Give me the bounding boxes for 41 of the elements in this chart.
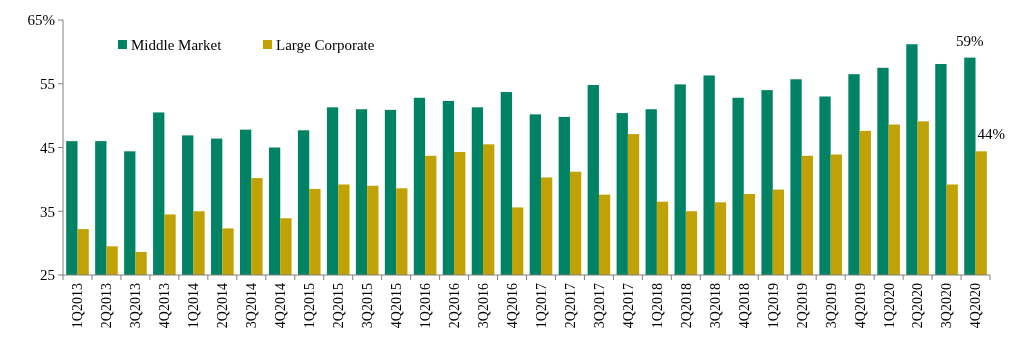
x-tick-label: 1Q2016 <box>418 283 434 329</box>
legend-label: Large Corporate <box>276 37 375 54</box>
x-tick-label: 4Q2016 <box>504 283 520 329</box>
x-tick-label: 3Q2013 <box>128 283 144 329</box>
x-tick-label: 1Q2014 <box>186 283 202 329</box>
x-tick-label: 1Q2013 <box>70 283 86 329</box>
legend-label: Middle Market <box>131 37 223 54</box>
y-tick-label: 45 <box>40 139 55 156</box>
x-tick-label: 1Q2017 <box>533 283 549 329</box>
x-tick-label: 3Q2015 <box>360 283 376 329</box>
y-tick-label: 55 <box>40 76 55 92</box>
x-tick-label: 2Q2016 <box>446 283 462 329</box>
x-tick-label: 3Q2016 <box>475 283 491 329</box>
x-tick-label: 3Q2019 <box>823 283 839 329</box>
x-tick-label: 2Q2019 <box>794 283 810 329</box>
x-tick-label: 4Q2015 <box>389 283 405 329</box>
x-tick-label: 2Q2017 <box>562 283 578 329</box>
x-tick-label: 4Q2017 <box>620 283 636 329</box>
x-tick-label: 4Q2019 <box>852 283 868 329</box>
x-tick-label: 2Q2020 <box>910 283 926 329</box>
x-tick-label: 3Q2018 <box>707 283 723 329</box>
x-tick-label: 4Q2013 <box>157 283 173 329</box>
x-tick-label: 3Q2014 <box>244 283 260 329</box>
y-tick-label: 35 <box>40 203 55 220</box>
x-tick-label: 4Q2018 <box>736 283 752 329</box>
x-tick-label: 2Q2014 <box>215 283 231 329</box>
x-tick-label: 1Q2015 <box>302 283 318 329</box>
x-tick-label: 2Q2018 <box>678 283 694 329</box>
x-tick-label: 4Q2014 <box>273 283 289 329</box>
y-tick-label: 25 <box>40 267 55 284</box>
x-tick-label: 4Q2020 <box>968 283 984 329</box>
x-tick-label: 2Q2015 <box>331 283 347 329</box>
annotation: 59% <box>956 32 984 49</box>
x-tick-label: 1Q2020 <box>881 283 897 329</box>
x-tick-label: 1Q2018 <box>649 283 665 329</box>
annotation: 44% <box>977 126 1006 143</box>
x-tick-label: 3Q2020 <box>939 283 955 329</box>
x-tick-label: 2Q2013 <box>99 283 115 329</box>
x-tick-label: 3Q2017 <box>591 283 607 329</box>
x-tick-label: 1Q2019 <box>765 283 781 329</box>
y-tick-label: 65% <box>27 12 55 29</box>
